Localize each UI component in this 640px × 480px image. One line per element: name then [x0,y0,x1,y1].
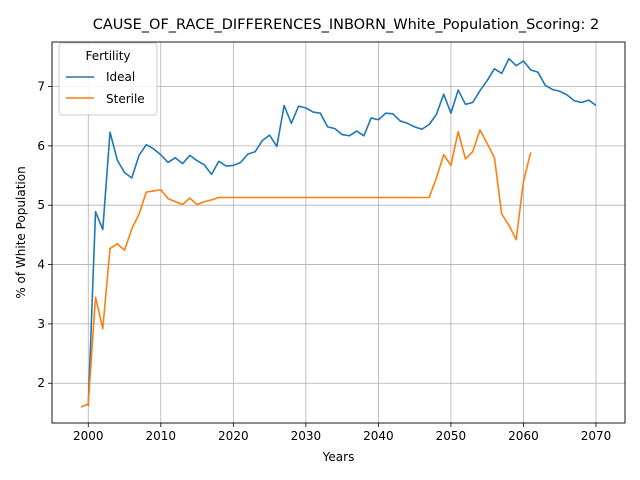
x-tick-label: 2070 [581,429,612,443]
x-tick-label: 2030 [291,429,322,443]
series-line-sterile [80,129,532,408]
legend-title: Fertility [85,49,130,63]
y-tick-label: 3 [37,317,45,331]
y-tick-label: 7 [37,80,45,94]
x-axis-label: Years [322,450,355,464]
y-tick-label: 4 [37,258,45,272]
y-tick-label: 5 [37,198,45,212]
legend-box [58,42,158,116]
series-layer [80,57,597,408]
x-tick-label: 2060 [508,429,539,443]
legend-label-ideal: Ideal [106,70,135,84]
plot-frame [51,41,626,424]
x-tick-label: 2020 [218,429,249,443]
y-tick-label: 6 [37,139,45,153]
x-tick-label: 2010 [146,429,177,443]
x-tick-label: 2040 [363,429,394,443]
y-tick-label: 2 [37,376,45,390]
ticks: 2000 2010 2020 2030 2040 2050 2060 2070 2 3 4 5 6 7 [37,80,611,443]
chart-title: CAUSE_OF_RACE_DIFFERENCES_INBORN_White_P… [93,17,599,33]
x-tick-label: 2000 [73,429,104,443]
series-line-ideal [87,57,597,406]
legend: Fertility Ideal Sterile [58,42,158,116]
x-tick-label: 2050 [436,429,467,443]
legend-label-sterile: Sterile [106,92,145,106]
y-axis-label: % of White Population [14,166,28,298]
